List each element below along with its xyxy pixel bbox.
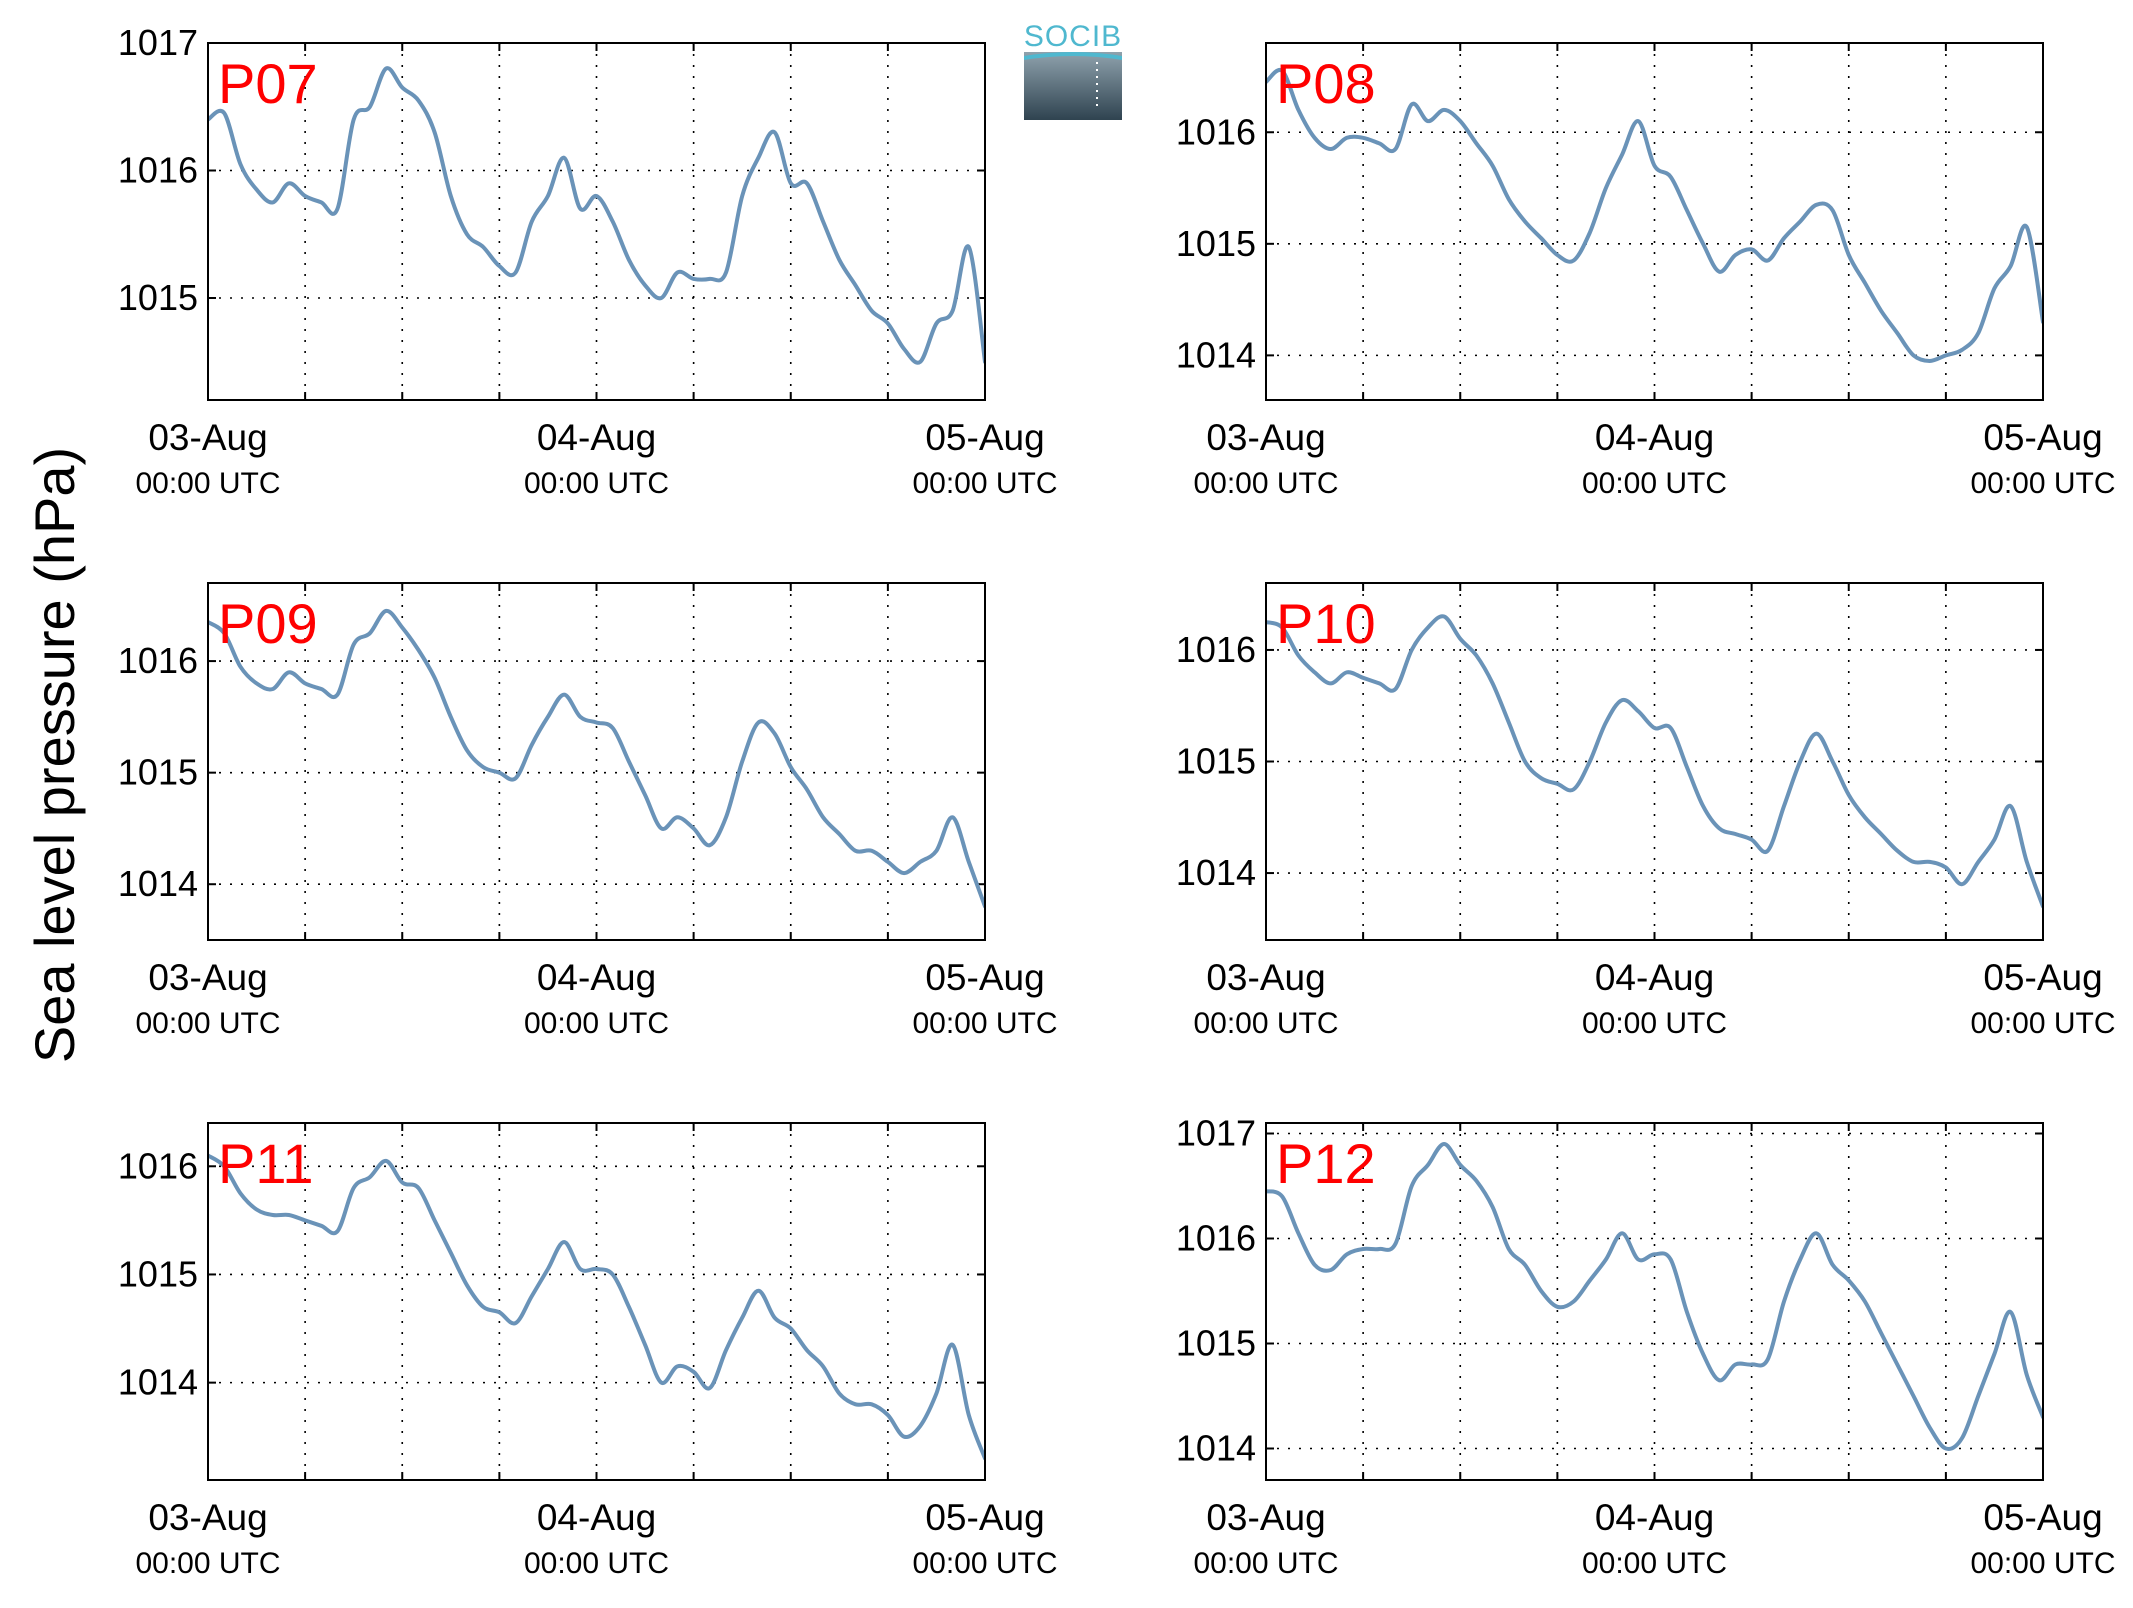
logo-text: SOCIB: [1024, 20, 1122, 53]
station-label: P08: [1276, 52, 1376, 115]
station-label: P10: [1276, 592, 1376, 655]
panel-p09: 1014 1015 1016 03-Aug 00:00 UTC 04-Aug 00:00 U…: [118, 582, 1058, 1040]
x-tick-label: 03-Aug: [148, 1497, 267, 1538]
y-tick-label: 1017: [1176, 1113, 1256, 1154]
plot-frame: [1265, 1122, 2044, 1481]
x-tick-label: 05-Aug: [925, 957, 1044, 998]
x-tick-sublabel: 00:00 UTC: [524, 1007, 669, 1040]
x-tick-sublabel: 00:00 UTC: [1193, 467, 1338, 500]
y-tick-label: 1016: [1176, 111, 1256, 152]
x-tick-label: 03-Aug: [1206, 1497, 1325, 1538]
y-tick-label: 1015: [118, 277, 198, 318]
plot-frame: [1265, 582, 2044, 941]
x-tick-label: 03-Aug: [1206, 417, 1325, 458]
pressure-series-line: [208, 1153, 985, 1461]
plot-frame: [207, 42, 986, 401]
x-tick-label: 05-Aug: [1983, 417, 2102, 458]
x-tick-label: 03-Aug: [148, 957, 267, 998]
x-tick-label: 04-Aug: [537, 957, 656, 998]
x-tick-sublabel: 00:00 UTC: [524, 1547, 669, 1580]
x-tick-sublabel: 00:00 UTC: [912, 1007, 1057, 1040]
x-tick-sublabel: 00:00 UTC: [1582, 1007, 1727, 1040]
x-tick-sublabel: 00:00 UTC: [135, 1007, 280, 1040]
station-label: P12: [1276, 1132, 1376, 1195]
x-tick-sublabel: 00:00 UTC: [912, 467, 1057, 500]
socib-logo: SOCIB: [1024, 20, 1122, 120]
y-axis-title: Sea level pressure (hPa): [23, 447, 86, 1063]
x-tick-label: 05-Aug: [1983, 957, 2102, 998]
x-tick-sublabel: 00:00 UTC: [135, 467, 280, 500]
y-tick-label: 1016: [118, 640, 198, 681]
y-tick-label: 1015: [1176, 741, 1256, 782]
y-tick-label: 1016: [1176, 1218, 1256, 1259]
station-label: P09: [218, 592, 318, 655]
x-tick-label: 04-Aug: [537, 1497, 656, 1538]
x-tick-sublabel: 00:00 UTC: [1582, 1547, 1727, 1580]
pressure-series-line: [1266, 67, 2043, 363]
y-tick-label: 1017: [118, 22, 198, 63]
panel-p08: 1014 1015 1016 03-Aug 00:00 UTC 04-Aug 00:00 U…: [1176, 42, 2116, 500]
y-tick-label: 1014: [1176, 1428, 1256, 1469]
panel-p10: 1014 1015 1016 03-Aug 00:00 UTC 04-Aug 00:00 U…: [1176, 582, 2116, 1040]
y-tick-label: 1015: [118, 1253, 198, 1294]
x-tick-sublabel: 00:00 UTC: [135, 1547, 280, 1580]
x-tick-label: 03-Aug: [1206, 957, 1325, 998]
x-tick-label: 04-Aug: [1595, 957, 1714, 998]
pressure-series-line: [208, 608, 985, 909]
x-tick-label: 03-Aug: [148, 417, 267, 458]
y-tick-label: 1014: [1176, 334, 1256, 375]
y-tick-label: 1015: [1176, 1323, 1256, 1364]
x-tick-sublabel: 00:00 UTC: [1970, 1547, 2115, 1580]
y-tick-label: 1015: [118, 752, 198, 793]
panel-p11: 1014 1015 1016 03-Aug 00:00 UTC 04-Aug 00:00 U…: [118, 1122, 1058, 1580]
pressure-series-line: [208, 66, 985, 365]
x-tick-label: 04-Aug: [1595, 417, 1714, 458]
y-tick-label: 1015: [1176, 223, 1256, 264]
x-tick-sublabel: 00:00 UTC: [524, 467, 669, 500]
x-tick-sublabel: 00:00 UTC: [1970, 1007, 2115, 1040]
pressure-series-line: [1266, 1142, 2043, 1451]
y-tick-label: 1014: [118, 1362, 198, 1403]
plot-frame: [207, 1122, 986, 1481]
y-tick-label: 1016: [118, 1145, 198, 1186]
y-tick-label: 1016: [118, 150, 198, 191]
x-tick-sublabel: 00:00 UTC: [912, 1547, 1057, 1580]
x-tick-label: 05-Aug: [925, 1497, 1044, 1538]
panel-p12: 1014 1015 1016 1017 03-Aug 00:00 UTC 04-Aug 00:…: [1176, 1113, 2116, 1581]
y-tick-label: 1014: [118, 863, 198, 904]
x-tick-label: 04-Aug: [537, 417, 656, 458]
x-tick-sublabel: 00:00 UTC: [1970, 467, 2115, 500]
y-tick-label: 1016: [1176, 629, 1256, 670]
panel-p07: 1015 1016 1017 03-Aug 00:00 UTC 04-Aug 00:00 U…: [118, 22, 1058, 500]
plot-frame: [207, 582, 986, 941]
pressure-series-line: [1266, 614, 2043, 909]
x-tick-sublabel: 00:00 UTC: [1582, 467, 1727, 500]
x-tick-label: 04-Aug: [1595, 1497, 1714, 1538]
plot-frame: [1265, 42, 2044, 401]
x-tick-sublabel: 00:00 UTC: [1193, 1547, 1338, 1580]
station-label: P07: [218, 52, 318, 115]
y-tick-label: 1014: [1176, 852, 1256, 893]
x-tick-label: 05-Aug: [925, 417, 1044, 458]
x-tick-sublabel: 00:00 UTC: [1193, 1007, 1338, 1040]
station-label: P11: [218, 1132, 313, 1195]
x-tick-label: 05-Aug: [1983, 1497, 2102, 1538]
